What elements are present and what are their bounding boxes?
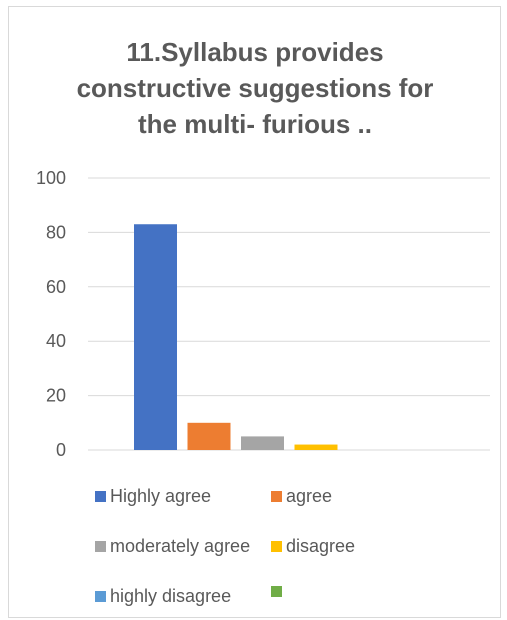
legend-label: highly disagree: [110, 586, 232, 606]
legend-swatch: [271, 491, 282, 502]
bar-moderately-agree: [241, 436, 284, 450]
chart-title: 11.Syllabus provides constructive sugges…: [60, 34, 450, 142]
legend-item: disagree: [271, 536, 355, 557]
chart-frame: [8, 6, 501, 618]
legend-label: agree: [286, 486, 333, 506]
legend-item: Highly agree: [95, 486, 211, 507]
chart-title-line-1: 11.Syllabus provides: [126, 37, 384, 67]
y-tick-label: 40: [46, 331, 66, 351]
bar-highly-agree: [134, 224, 177, 450]
legend-swatch: [95, 541, 106, 552]
legend-swatch: [271, 586, 282, 597]
legend-swatch: [95, 491, 106, 502]
legend-item: moderately agree: [95, 536, 250, 557]
legend-label: moderately agree: [110, 536, 251, 556]
y-tick-label: 60: [46, 277, 66, 297]
legend-swatch: [271, 541, 282, 552]
bar-disagree: [294, 444, 338, 450]
bars: [134, 224, 338, 450]
legend-label: disagree: [286, 536, 356, 556]
legend-item: [271, 586, 286, 597]
legend-item: highly disagree: [95, 586, 231, 607]
legend-label: Highly agree: [110, 486, 212, 506]
legend-item: agree: [271, 486, 332, 507]
chart-title-line-3: the multi- furious ..: [138, 109, 372, 139]
y-tick-label: 100: [36, 168, 66, 188]
y-tick-label: 0: [56, 440, 66, 460]
y-tick-label: 80: [46, 222, 66, 242]
y-tick-label: 20: [46, 386, 66, 406]
legend-swatch: [95, 591, 106, 602]
y-axis-tick-labels: 0 20 40 60 80 100: [36, 168, 66, 460]
bar-agree: [187, 422, 231, 450]
chart-title-line-2: constructive suggestions for: [76, 73, 434, 103]
